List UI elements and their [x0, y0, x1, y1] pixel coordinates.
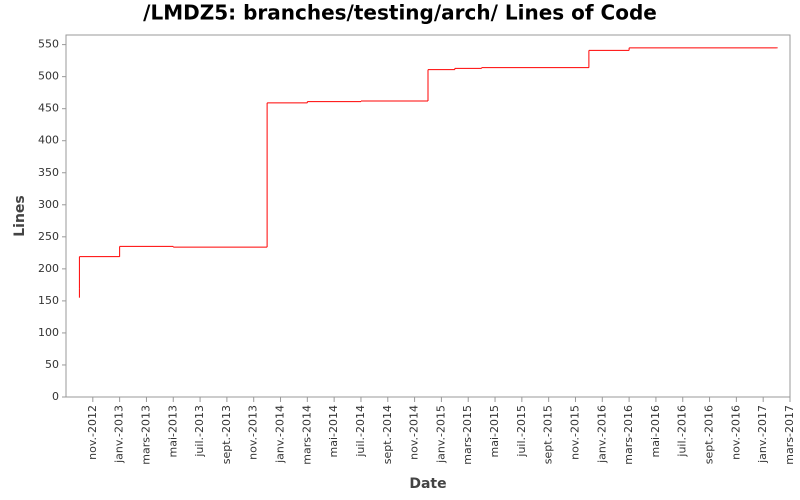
y-tick-label: 550: [38, 38, 59, 51]
x-tick-label: mars-2015: [461, 405, 474, 465]
x-tick-label: sept.-2014: [381, 405, 394, 464]
y-tick-label: 350: [38, 166, 59, 179]
y-tick-label: 450: [38, 102, 59, 115]
x-tick-label: mai-2016: [649, 405, 662, 457]
x-tick-label: mars-2016: [622, 405, 635, 465]
x-tick-label: janv.-2015: [434, 405, 447, 464]
x-tick-label: sept.-2016: [703, 405, 716, 464]
y-tick-label: 200: [38, 262, 59, 275]
x-tick-label: nov.-2016: [729, 405, 742, 460]
x-tick-label: mai-2015: [488, 405, 501, 457]
x-tick-label: juil.-2013: [193, 405, 206, 458]
y-tick-label: 400: [38, 134, 59, 147]
x-tick-label: nov.-2013: [247, 405, 260, 460]
y-tick-label: 500: [38, 70, 59, 83]
x-tick-label: nov.-2012: [86, 405, 99, 460]
x-axis-title: Date: [409, 476, 446, 492]
x-tick-label: sept.-2015: [542, 405, 555, 464]
plot-border: [65, 34, 791, 398]
chart-title: /LMDZ5: branches/testing/arch/ Lines of …: [143, 1, 657, 25]
y-tick-label: 300: [38, 198, 59, 211]
y-tick-label: 50: [45, 358, 59, 371]
y-tick-label: 100: [38, 326, 59, 339]
x-tick-label: sept.-2013: [220, 405, 233, 464]
x-tick-label: juil.-2015: [515, 405, 528, 458]
x-tick-label: mars-2014: [300, 405, 313, 465]
x-tick-label: juil.-2016: [676, 405, 689, 458]
y-tick-label: 0: [52, 390, 59, 403]
y-axis-title: Lines: [12, 195, 28, 237]
y-tick-label: 150: [38, 294, 59, 307]
x-tick-label: juil.-2014: [354, 405, 367, 458]
y-tick-label: 250: [38, 230, 59, 243]
x-tick-label: nov.-2014: [408, 405, 421, 460]
x-tick-label: mars-2013: [139, 405, 152, 465]
x-tick-label: mars-2017: [783, 405, 796, 465]
x-tick-label: mai-2013: [166, 405, 179, 457]
x-tick-label: janv.-2017: [756, 405, 769, 464]
x-tick-label: janv.-2013: [113, 405, 126, 464]
x-tick-label: janv.-2014: [274, 405, 287, 464]
x-tick-label: janv.-2016: [595, 405, 608, 464]
x-tick-label: nov.-2015: [568, 405, 581, 460]
x-tick-label: mai-2014: [327, 405, 340, 457]
